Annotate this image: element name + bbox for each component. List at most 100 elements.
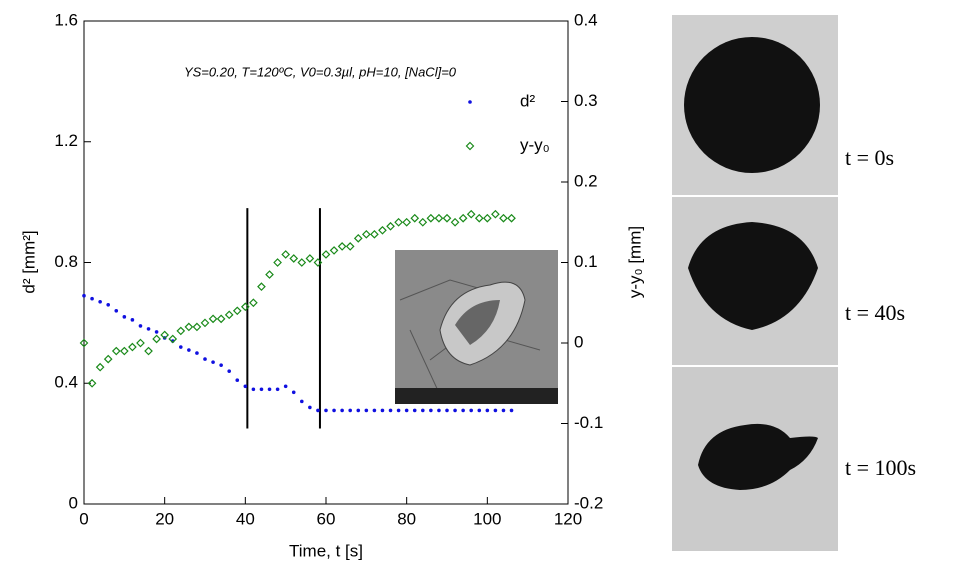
point <box>388 408 393 413</box>
point <box>259 387 264 392</box>
point <box>160 330 170 340</box>
point <box>410 213 420 223</box>
point <box>477 408 482 413</box>
point <box>192 322 202 332</box>
point <box>130 318 135 322</box>
point <box>195 351 199 355</box>
point <box>313 258 323 267</box>
legend-label: d² <box>520 91 535 110</box>
point <box>168 334 178 344</box>
point <box>321 250 331 259</box>
point <box>300 399 304 404</box>
point <box>418 217 428 227</box>
point <box>138 324 143 328</box>
point <box>128 342 137 352</box>
point <box>232 306 242 316</box>
x-tick-label: 40 <box>236 509 255 528</box>
point <box>332 408 336 413</box>
point <box>340 408 344 413</box>
point <box>396 408 401 413</box>
point <box>82 293 86 298</box>
point <box>291 390 296 395</box>
point <box>297 258 307 267</box>
point <box>187 348 191 352</box>
point <box>249 298 258 308</box>
point <box>378 225 387 235</box>
image-label: t = 0s <box>845 145 894 170</box>
point <box>434 213 444 223</box>
point <box>265 270 274 279</box>
x-tick-label: 100 <box>473 509 501 528</box>
x-tick-label: 0 <box>79 509 88 528</box>
point <box>154 330 159 334</box>
point <box>404 408 409 413</box>
point <box>509 408 514 413</box>
point <box>305 254 315 263</box>
point <box>176 326 186 336</box>
point <box>146 327 151 331</box>
y2-tick-label: -0.1 <box>574 413 603 432</box>
y2-tick-label: 0 <box>574 332 583 351</box>
point <box>289 254 299 263</box>
point <box>216 314 226 324</box>
x-tick-label: 80 <box>397 509 416 528</box>
point <box>95 362 105 372</box>
point <box>257 282 266 291</box>
image-label: t = 100s <box>845 455 916 480</box>
point <box>119 346 129 356</box>
y2-axis-label: y-y₀ [mm] <box>625 226 644 298</box>
point <box>469 408 474 413</box>
x-tick-label: 60 <box>317 509 336 528</box>
point <box>103 354 113 364</box>
point <box>114 309 119 313</box>
point <box>235 378 240 383</box>
point <box>136 338 145 348</box>
point <box>179 345 183 349</box>
point <box>499 213 508 223</box>
point <box>437 408 441 413</box>
y-tick-label: 0.4 <box>54 373 78 392</box>
image-label: t = 40s <box>845 300 905 325</box>
point <box>211 360 215 364</box>
point <box>267 387 272 392</box>
point <box>491 209 500 219</box>
x-axis-label: Time, t [s] <box>289 541 363 560</box>
point <box>450 217 460 227</box>
y-tick-label: 0 <box>69 493 78 512</box>
point <box>281 250 291 259</box>
point <box>402 217 412 227</box>
point <box>324 408 328 413</box>
point <box>442 213 452 223</box>
point <box>224 310 234 320</box>
point <box>273 258 282 267</box>
point <box>98 299 102 304</box>
x-tick-label: 20 <box>155 509 174 528</box>
annotation: YS=0.20, T=120ºC, V0=0.3µl, pH=10, [NaCl… <box>184 64 457 79</box>
point <box>203 357 207 361</box>
point <box>356 408 361 413</box>
point <box>453 408 457 413</box>
point <box>200 318 210 328</box>
point <box>364 408 369 413</box>
y2-tick-label: 0.2 <box>574 171 598 190</box>
point <box>90 296 94 301</box>
y-tick-label: 1.2 <box>54 131 78 150</box>
y-tick-label: 0.8 <box>54 252 78 271</box>
drop-photos <box>672 15 838 551</box>
y-tick-label: 1.6 <box>54 10 78 29</box>
point <box>412 408 417 413</box>
point <box>208 314 218 324</box>
y2-tick-label: 0.1 <box>574 252 598 271</box>
point <box>386 221 395 231</box>
point <box>361 229 371 239</box>
point <box>106 302 110 307</box>
legend-marker <box>465 141 475 151</box>
point <box>227 369 231 373</box>
point <box>461 408 465 413</box>
legend-marker <box>468 100 472 104</box>
point <box>353 234 363 243</box>
point <box>308 405 312 410</box>
y2-tick-label: 0.3 <box>574 91 598 110</box>
point <box>243 384 248 389</box>
